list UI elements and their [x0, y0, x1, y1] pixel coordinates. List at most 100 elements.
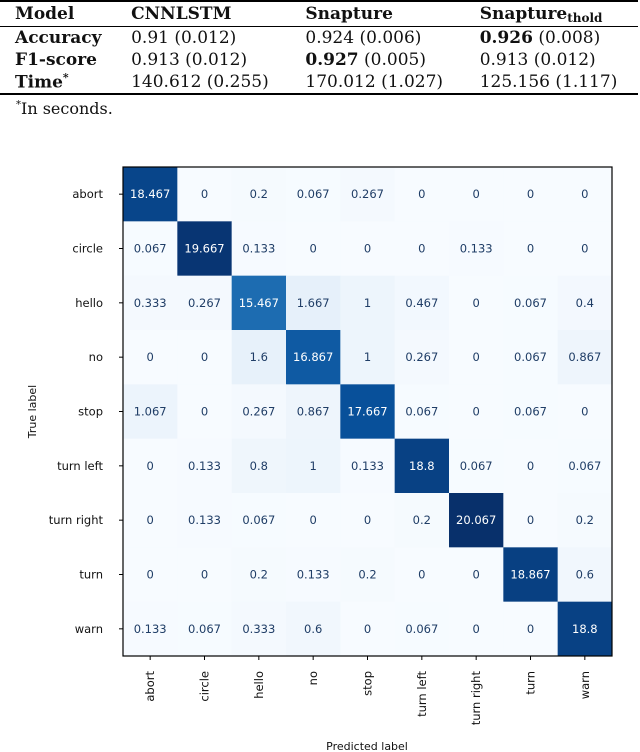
cell-value-label: 0 [527, 513, 534, 527]
cell-value-label: 0 [201, 405, 208, 419]
matrix-cell [177, 493, 232, 548]
matrix-cell [231, 493, 287, 548]
matrix-cell [286, 384, 341, 439]
cell-value-label: 0 [527, 622, 534, 636]
matrix-cell [177, 221, 232, 276]
matrix-cell [449, 221, 504, 276]
cell-value-label: 0 [310, 513, 317, 527]
cell-value-label: 0.133 [188, 513, 221, 527]
cell-value-label: 1.067 [134, 405, 167, 419]
x-tick-label: warn [578, 671, 592, 699]
y-tick-label: stop [78, 405, 103, 419]
matrix-cell [449, 384, 504, 439]
footnote-text: In seconds. [21, 99, 113, 118]
matrix-cell [449, 275, 504, 331]
matrix-cell [340, 167, 395, 222]
matrix-cell [286, 221, 341, 276]
matrix-cell [231, 438, 287, 494]
cell-value-label: 0.067 [514, 405, 547, 419]
matrix-cell [503, 275, 558, 331]
cell-value-label: 0 [527, 242, 534, 256]
y-tick-label: turn right [49, 513, 104, 527]
matrix-cell [449, 438, 504, 494]
matrix-cell [449, 601, 504, 657]
cell-value-label: 15.467 [239, 296, 279, 310]
cell-value-label: 0 [364, 242, 371, 256]
table-row: Accuracy 0.91 (0.012) 0.924 (0.006) 0.92… [0, 27, 638, 50]
row-label-time: Time* [0, 71, 115, 94]
table-row: Time* 140.612 (0.255) 170.012 (1.027) 12… [0, 71, 638, 94]
cell-value-label: 0.067 [297, 187, 330, 201]
cell-value-label: 0.267 [351, 187, 384, 201]
header-snapture-thold: Snapturethold [464, 1, 638, 27]
cell-value-label: 18.867 [510, 568, 550, 582]
x-tick-label: turn left [415, 671, 429, 717]
cell-value-label: 0 [473, 187, 480, 201]
cell-value-label: 16.867 [293, 350, 333, 364]
cell-value-label: 17.667 [347, 405, 387, 419]
x-tick-label: circle [198, 671, 212, 702]
matrix-cell [286, 493, 341, 548]
cell-value-label: 0 [147, 513, 154, 527]
cell-value-label: 0.2 [413, 513, 431, 527]
cell-value-label: 0.067 [188, 622, 221, 636]
matrix-cell [177, 438, 232, 494]
cell-value-label: 0 [147, 350, 154, 364]
matrix-cell [340, 221, 395, 276]
cell-value-label: 0.467 [405, 296, 438, 310]
row-label-time-text: Time [15, 72, 63, 93]
cell-value-label: 1.667 [297, 296, 330, 310]
matrix-cell [503, 330, 558, 385]
matrix-cell [231, 384, 287, 439]
cell-value-label: 0 [418, 242, 425, 256]
cell-value-label: 0 [201, 187, 208, 201]
x-tick-label: turn right [469, 671, 483, 726]
y-tick-label: no [89, 350, 103, 364]
cell-value-label: 0 [364, 513, 371, 527]
footnote-mark: * [16, 99, 21, 111]
matrix-cell [340, 601, 395, 657]
y-tick-label: warn [75, 622, 103, 636]
matrix-cell [231, 330, 287, 385]
matrix-cell [394, 384, 450, 439]
cell-value-label: 1.6 [250, 350, 268, 364]
cell-value-label: 0 [364, 622, 371, 636]
matrix-cell [394, 221, 450, 276]
header-thold-subscript: thold [567, 10, 603, 25]
cell-value-label: 0.267 [242, 405, 275, 419]
cell-value-label: 0.6 [304, 622, 322, 636]
x-tick-label: hello [252, 671, 266, 699]
matrix-cell [394, 275, 450, 331]
cell-value-label: 0 [581, 405, 588, 419]
cell-value-label: 0 [418, 187, 425, 201]
x-axis-label: Predicted label [326, 740, 408, 752]
matrix-cell [123, 167, 178, 222]
matrix-cell [557, 275, 613, 331]
cell-value-label: 0.133 [242, 242, 275, 256]
y-tick-label: turn left [57, 459, 103, 473]
y-tick-label: hello [75, 296, 103, 310]
cell-value-label: 0.867 [297, 405, 330, 419]
cell-std: (0.005) [358, 50, 426, 70]
table-footnote: *In seconds. [16, 99, 113, 118]
matrix-cell [340, 330, 395, 385]
cell-value-label: 0.333 [134, 296, 167, 310]
y-axis-ticks: abort circle hello no stop turn left turn righ… [49, 187, 123, 636]
matrix-cell [557, 384, 613, 439]
table-row: F1-score 0.913 (0.012) 0.927 (0.005) 0.9… [0, 49, 638, 71]
row-label-accuracy: Accuracy [15, 28, 102, 48]
matrix-cell [340, 275, 395, 331]
matrix-cell [123, 384, 178, 439]
cell-value-label: 0.2 [576, 513, 594, 527]
matrix-cell [123, 330, 178, 385]
cell-value-label: 0.133 [297, 568, 330, 582]
matrix-cell [231, 221, 287, 276]
header-snapture-thold-base: Snapture [479, 3, 568, 24]
cell-value-label: 0.133 [134, 622, 167, 636]
matrix-cell [286, 547, 341, 602]
matrix-cell [177, 330, 232, 385]
cell-value-label: 0 [418, 568, 425, 582]
matrix-cell [340, 547, 395, 602]
cell-value-label: 0 [527, 459, 534, 473]
matrix-cell [123, 438, 178, 494]
